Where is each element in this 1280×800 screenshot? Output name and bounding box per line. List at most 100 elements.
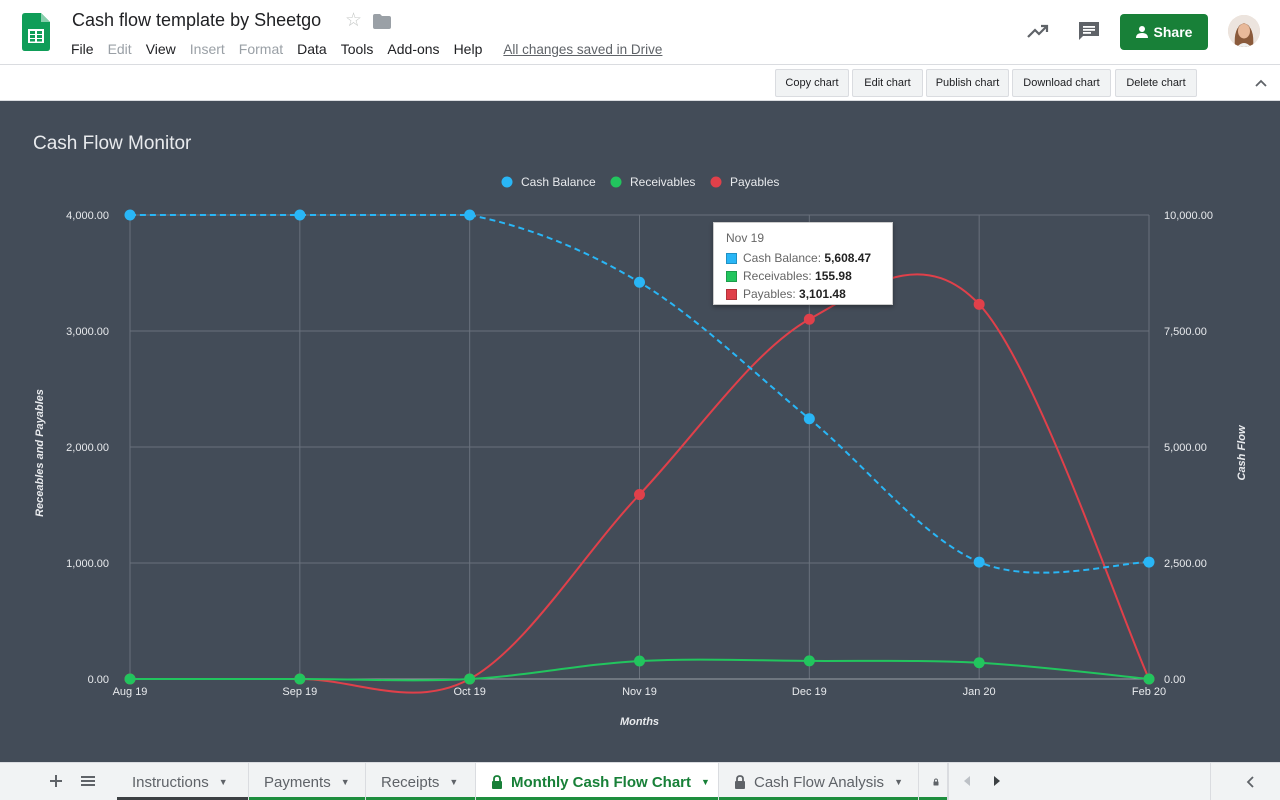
tooltip-date: Nov 19 [726, 231, 765, 245]
all-sheets-icon[interactable] [78, 771, 98, 791]
legend-marker[interactable] [610, 176, 622, 188]
tab-color-bar [919, 797, 947, 800]
menu-data[interactable]: Data [297, 41, 327, 57]
chart-title[interactable]: Cash Flow Monitor [33, 133, 192, 154]
tooltip-swatch [726, 288, 737, 300]
y-left-tick-label: 0.00 [88, 674, 109, 686]
x-axis-title: Months [620, 716, 659, 728]
tab-color-bar [117, 797, 248, 800]
share-button-label: Share [1153, 24, 1193, 40]
tab-color-bar [249, 797, 365, 800]
data-point-cash-balance[interactable] [124, 209, 136, 221]
legend-label[interactable]: Receivables [630, 175, 695, 189]
data-point-cash-balance[interactable] [803, 413, 815, 425]
publish-chart-button[interactable]: Publish chart [926, 69, 1009, 97]
data-point-receivables[interactable] [124, 673, 136, 685]
scroll-right-icon[interactable] [991, 774, 1003, 788]
chart-tooltip: Nov 19 Cash Balance: 5,608.47 Receivable… [713, 222, 893, 305]
tab-color-bar [719, 797, 918, 800]
delete-chart-button[interactable]: Delete chart [1115, 69, 1197, 97]
menu-add-ons[interactable]: Add-ons [387, 41, 440, 57]
document-title[interactable]: Cash flow template by Sheetgo [72, 10, 322, 30]
explore-collapse-icon[interactable] [1245, 775, 1257, 789]
add-sheet-icon[interactable] [46, 771, 66, 791]
tab-menu-arrow-icon[interactable]: ▼ [340, 777, 350, 787]
tooltip-label: Cash Balance [743, 251, 818, 265]
save-status-link[interactable]: All changes saved in Drive [503, 41, 663, 57]
y-right-tick-label: 5,000.00 [1164, 442, 1207, 454]
data-point-receivables[interactable] [973, 657, 985, 669]
data-point-payables[interactable] [803, 313, 815, 325]
tab-menu-arrow-icon[interactable]: ▼ [701, 777, 710, 787]
menu-help[interactable]: Help [453, 41, 483, 57]
data-point-receivables[interactable] [1143, 673, 1155, 685]
x-tick-label: Sep 19 [282, 686, 317, 698]
data-point-payables[interactable] [634, 489, 645, 501]
tooltip-label: Payables [743, 287, 793, 301]
y-right-axis-title: Cash Flow [1236, 424, 1248, 480]
avatar-image [1228, 15, 1260, 47]
legend-label[interactable]: Payables [730, 175, 779, 189]
data-point-receivables[interactable] [294, 673, 306, 685]
edit-chart-button[interactable]: Edit chart [852, 69, 923, 97]
legend-label[interactable]: Cash Balance [521, 175, 596, 189]
tab-receipts[interactable]: Receipts ▼ [366, 763, 476, 800]
tab-instructions[interactable]: Instructions ▼ [117, 763, 249, 800]
folder-icon[interactable] [373, 14, 391, 29]
tooltip-value: 3,101.48 [799, 287, 846, 301]
header: Cash flow template by Sheetgo ☆ File Edi… [0, 0, 1280, 64]
avatar[interactable] [1228, 15, 1260, 47]
tab-cash-flow-analysis[interactable]: Cash Flow Analysis ▼ [719, 763, 919, 800]
y-right-tick-label: 2,500.00 [1164, 558, 1207, 570]
menu-file[interactable]: File [71, 41, 94, 57]
chart-series[interactable] [124, 209, 1155, 694]
star-icon[interactable]: ☆ [345, 10, 363, 31]
menu-view[interactable]: View [145, 41, 176, 57]
share-button[interactable]: Share [1120, 14, 1208, 50]
data-point-receivables[interactable] [803, 655, 815, 667]
data-point-cash-balance[interactable] [634, 276, 645, 288]
tab-menu-arrow-icon[interactable]: ▼ [449, 777, 459, 787]
data-point-receivables[interactable] [464, 673, 476, 685]
data-point-payables[interactable] [973, 298, 985, 310]
tooltip-row-payables: Payables: 3,101.48 [726, 285, 880, 303]
tab-overflow[interactable] [919, 763, 948, 800]
tab-scroll-controls [948, 763, 1210, 800]
sheets-logo-icon[interactable] [22, 13, 50, 51]
side-panel-toggle [1210, 763, 1280, 800]
scroll-left-icon[interactable] [961, 774, 973, 788]
legend-marker[interactable] [710, 176, 722, 188]
data-point-cash-balance[interactable] [1143, 556, 1155, 568]
sheet-tabs-bar: Instructions ▼ Payments ▼ Receipts ▼ Monthl… [0, 762, 1280, 800]
menu-tools[interactable]: Tools [340, 41, 374, 57]
x-tick-label: Aug 19 [113, 686, 148, 698]
y-left-tick-label: 2,000.00 [66, 442, 109, 454]
tab-label: Receipts [381, 773, 440, 791]
menu-edit[interactable]: Edit [107, 41, 132, 57]
comment-icon[interactable] [1077, 20, 1101, 42]
menu-insert[interactable]: Insert [189, 41, 225, 57]
chart-area[interactable]: Cash Flow Monitor Cash Balance Receivable… [0, 101, 1280, 762]
copy-chart-button[interactable]: Copy chart [775, 69, 849, 97]
data-point-receivables[interactable] [634, 655, 645, 667]
x-tick-label: Oct 19 [453, 686, 485, 698]
tab-label: Instructions [132, 773, 209, 791]
tab-menu-arrow-icon[interactable]: ▼ [894, 777, 903, 787]
tab-payments[interactable]: Payments ▼ [249, 763, 366, 800]
chart-legend[interactable]: Cash Balance Receivables Payables [501, 175, 780, 189]
x-tick-label: Dec 19 [792, 686, 827, 698]
explore-trend-icon[interactable] [1026, 21, 1050, 41]
lock-icon [933, 778, 939, 786]
collapse-icon[interactable] [1254, 77, 1268, 89]
legend-marker[interactable] [501, 176, 513, 188]
data-point-cash-balance[interactable] [464, 209, 476, 221]
tab-label: Payments [264, 773, 331, 791]
menu-format[interactable]: Format [238, 41, 284, 57]
tab-menu-arrow-icon[interactable]: ▼ [218, 777, 228, 787]
cash-flow-chart[interactable]: Cash Flow Monitor Cash Balance Receivable… [0, 101, 1280, 762]
tooltip-value: 155.98 [815, 269, 852, 283]
download-chart-button[interactable]: Download chart [1012, 69, 1111, 97]
tab-monthly-cash-flow-chart[interactable]: Monthly Cash Flow Chart ▼ [476, 763, 719, 800]
data-point-cash-balance[interactable] [973, 556, 985, 568]
data-point-cash-balance[interactable] [294, 209, 306, 221]
